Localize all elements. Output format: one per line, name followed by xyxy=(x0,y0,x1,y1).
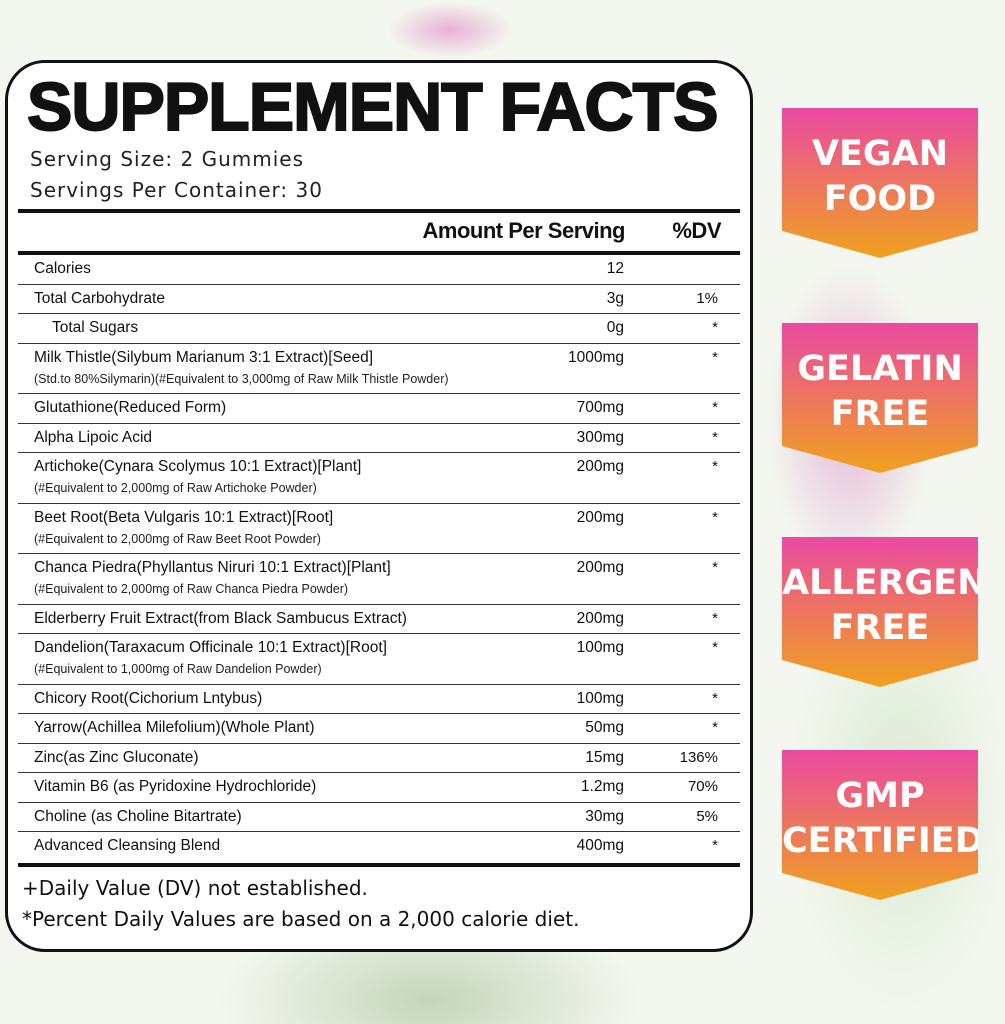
table-row: Alpha Lipoic Acid 300mg * xyxy=(18,424,740,453)
nutrient-dv: * xyxy=(712,319,718,336)
facts-table: Calories 12 Total Carbohydrate 3g 1% Total Su… xyxy=(18,255,740,861)
nutrient-amount: 700mg xyxy=(576,399,624,416)
table-row: Choline (as Choline Bitartrate) 30mg 5% xyxy=(18,803,740,832)
table-row: Beet Root(Beta Vulgaris 10:1 Extract)[Ro… xyxy=(18,504,740,554)
nutrient-amount: 30mg xyxy=(585,807,624,825)
nutrient-dv: * xyxy=(712,458,718,475)
table-row: Zinc(as Zinc Gluconate) 15mg 136% xyxy=(18,744,740,773)
badge-gelatin-free: GELATIN FREE xyxy=(782,323,978,473)
badge-line: FOOD xyxy=(823,179,937,219)
nutrient-dv: * xyxy=(712,837,718,854)
table-row: Yarrow(Achillea Milefolium)(Whole Plant)… xyxy=(18,714,740,744)
nutrient-amount: 100mg xyxy=(576,689,624,707)
nutrient-name: Calories xyxy=(34,260,91,277)
nutrient-dv: 1% xyxy=(696,289,718,307)
nutrient-dv: * xyxy=(712,689,718,707)
table-row: Milk Thistle(Silybum Marianum 3:1 Extrac… xyxy=(18,344,740,394)
nutrient-dv: * xyxy=(712,508,718,526)
nutrient-amount: 15mg xyxy=(585,748,624,766)
table-row: Advanced Cleansing Blend 400mg * xyxy=(18,832,740,861)
divider xyxy=(18,863,740,867)
amount-header: Amount Per Serving xyxy=(422,218,626,243)
serving-size: Serving Size: 2 Gummies xyxy=(30,147,304,171)
nutrient-amount: 0g xyxy=(606,319,624,336)
badge-line: GELATIN xyxy=(797,349,963,389)
badge-line: ALLERGEN xyxy=(782,563,987,603)
badge-line: FREE xyxy=(830,394,930,434)
nutrient-name: Zinc(as Zinc Gluconate) xyxy=(34,748,199,766)
badge-line: GMP xyxy=(835,776,925,816)
badge-line: FREE xyxy=(830,608,930,648)
nutrient-amount: 200mg xyxy=(576,508,624,526)
nutrient-name: Elderberry Fruit Extract(from Black Samb… xyxy=(34,609,407,627)
badge-allergen-free: ALLERGEN FREE xyxy=(782,537,978,687)
badge-line: VEGAN xyxy=(811,134,949,174)
nutrient-name: Choline (as Choline Bitartrate) xyxy=(34,807,242,825)
nutrient-name: Glutathione(Reduced Form) xyxy=(34,399,227,416)
table-row: Glutathione(Reduced Form) 700mg * xyxy=(18,394,740,424)
divider xyxy=(18,209,740,213)
nutrient-name: Yarrow(Achillea Milefolium)(Whole Plant) xyxy=(34,719,315,736)
nutrient-dv: * xyxy=(712,348,718,366)
nutrient-dv: * xyxy=(712,559,718,576)
nutrient-amount: 200mg xyxy=(576,609,624,627)
table-row: Total Sugars 0g * xyxy=(18,314,740,344)
nutrient-name: Chanca Piedra(Phyllantus Niruri 10:1 Ext… xyxy=(34,559,391,576)
table-row: Vitamin B6 (as Pyridoxine Hydrochloride)… xyxy=(18,773,740,803)
nutrient-amount: 3g xyxy=(606,289,624,307)
nutrient-dv: 5% xyxy=(696,807,718,825)
nutrient-name: Artichoke(Cynara Scolymus 10:1 Extract)[… xyxy=(34,458,362,475)
nutrient-dv: * xyxy=(712,609,718,627)
supplement-facts-panel xyxy=(5,60,753,952)
nutrient-amount: 100mg xyxy=(576,639,624,656)
nutrient-amount: 50mg xyxy=(585,719,624,736)
nutrient-dv: * xyxy=(712,639,718,656)
nutrient-dv: * xyxy=(712,719,718,736)
nutrient-dv: 136% xyxy=(679,748,718,766)
nutrient-dv: 70% xyxy=(687,778,718,795)
nutrient-name: Beet Root(Beta Vulgaris 10:1 Extract)[Ro… xyxy=(34,508,334,526)
nutrient-name: Total Sugars xyxy=(52,319,139,336)
nutrient-note: (#Equivalent to 2,000mg of Raw Chanca Pi… xyxy=(34,582,349,596)
servings-per-container: Servings Per Container: 30 xyxy=(30,178,323,202)
table-row: Elderberry Fruit Extract(from Black Samb… xyxy=(18,605,740,634)
table-row: Chanca Piedra(Phyllantus Niruri 10:1 Ext… xyxy=(18,554,740,605)
badge-gmp-certified: GMP CERTIFIED xyxy=(782,750,978,900)
table-row: Artichoke(Cynara Scolymus 10:1 Extract)[… xyxy=(18,453,740,504)
nutrient-amount: 300mg xyxy=(576,428,624,446)
nutrient-note: (Std.to 80%Silymarin)(#Equivalent to 3,0… xyxy=(34,371,449,386)
nutrient-name: Milk Thistle(Silybum Marianum 3:1 Extrac… xyxy=(34,348,374,366)
dv-header: %DV xyxy=(672,218,721,243)
table-row: Total Carbohydrate 3g 1% xyxy=(18,285,740,314)
badge-vegan-food: VEGAN FOOD xyxy=(782,108,978,258)
divider xyxy=(18,251,740,255)
footnote-dv: +Daily Value (DV) not established. xyxy=(22,876,368,900)
nutrient-dv: * xyxy=(712,428,718,446)
nutrient-amount: 200mg xyxy=(576,559,624,576)
nutrient-name: Dandelion(Taraxacum Officinale 10:1 Extr… xyxy=(34,639,387,656)
table-row: Dandelion(Taraxacum Officinale 10:1 Extr… xyxy=(18,634,740,685)
nutrient-note: (#Equivalent to 2,000mg of Raw Artichoke… xyxy=(34,481,317,495)
nutrient-amount: 200mg xyxy=(576,458,624,475)
nutrient-name: Chicory Root(Cichorium Lntybus) xyxy=(34,689,263,707)
nutrient-amount: 12 xyxy=(606,260,624,277)
nutrient-name: Alpha Lipoic Acid xyxy=(34,428,153,446)
footnote-percent: *Percent Daily Values are based on a 2,0… xyxy=(22,907,580,931)
table-row: Calories 12 xyxy=(18,255,740,285)
nutrient-dv: * xyxy=(712,399,718,416)
nutrient-note: (#Equivalent to 2,000mg of Raw Beet Root… xyxy=(34,531,321,546)
nutrient-amount: 400mg xyxy=(576,837,624,854)
nutrient-amount: 1000mg xyxy=(567,348,624,366)
nutrient-amount: 1.2mg xyxy=(580,778,624,795)
table-row: Chicory Root(Cichorium Lntybus) 100mg * xyxy=(18,685,740,714)
nutrient-name: Advanced Cleansing Blend xyxy=(34,837,221,854)
nutrient-note: (#Equivalent to 1,000mg of Raw Dandelion… xyxy=(34,662,322,676)
nutrient-name: Total Carbohydrate xyxy=(34,289,165,307)
badge-line: CERTIFIED xyxy=(782,821,984,861)
nutrient-name: Vitamin B6 (as Pyridoxine Hydrochloride) xyxy=(34,778,317,795)
page-title: SUPPLEMENT FACTS xyxy=(26,68,719,146)
